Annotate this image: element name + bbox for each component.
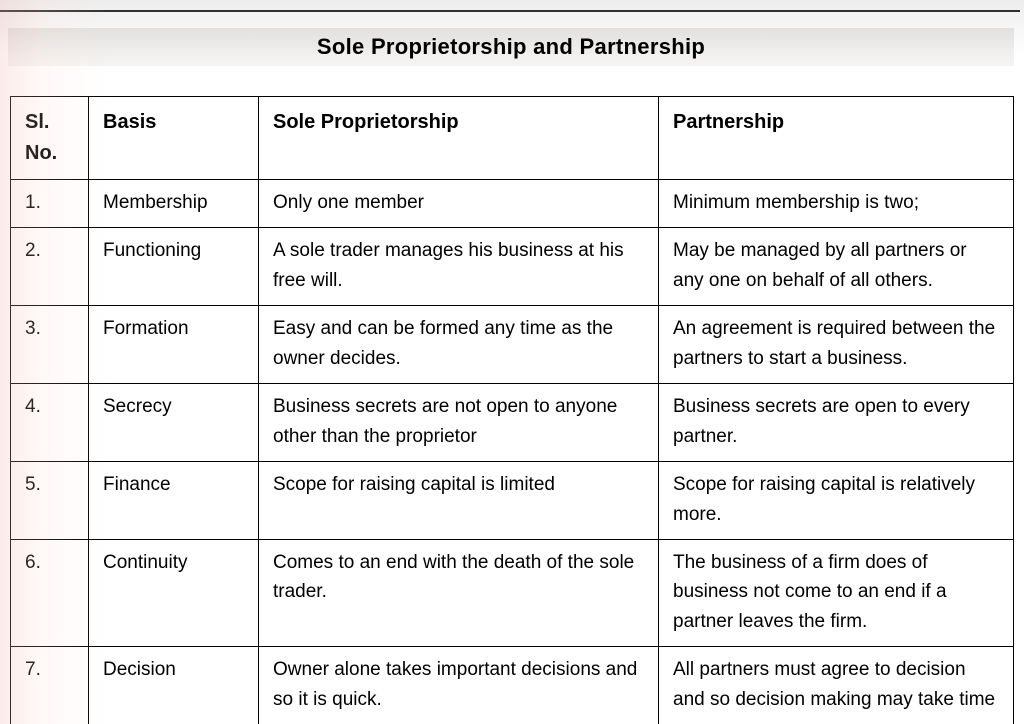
comparison-table-wrap: Sl. No. Basis Sole Proprietorship Partne… (10, 96, 1014, 724)
cell-part: Minimum membership is two; (659, 180, 1014, 228)
cell-basis: Continuity (89, 539, 259, 646)
cell-basis: Secrecy (89, 384, 259, 462)
table-row: 4. Secrecy Business secrets are not open… (11, 384, 1014, 462)
table-row: 6. Continuity Comes to an end with the d… (11, 539, 1014, 646)
cell-basis: Formation (89, 306, 259, 384)
col-header-sl: Sl. No. (11, 97, 89, 180)
cell-sl: 5. (11, 462, 89, 540)
cell-basis: Decision (89, 647, 259, 724)
col-header-sole: Sole Proprietorship (259, 97, 659, 180)
table-row: 3. Formation Easy and can be formed any … (11, 306, 1014, 384)
cell-basis: Membership (89, 180, 259, 228)
col-header-basis: Basis (89, 97, 259, 180)
page-title: Sole Proprietorship and Partnership (317, 34, 705, 60)
comparison-table: Sl. No. Basis Sole Proprietorship Partne… (10, 96, 1014, 724)
cell-sl: 4. (11, 384, 89, 462)
cell-sl: 2. (11, 228, 89, 306)
table-row: 7. Decision Owner alone takes important … (11, 647, 1014, 724)
cell-sl: 3. (11, 306, 89, 384)
table-row: 2. Functioning A sole trader manages his… (11, 228, 1014, 306)
cell-part: Business secrets are open to every partn… (659, 384, 1014, 462)
page: Sole Proprietorship and Partnership Sl. … (0, 0, 1024, 724)
cell-sl: 1. (11, 180, 89, 228)
top-rule (0, 10, 1020, 12)
cell-sole: Business secrets are not open to anyone … (259, 384, 659, 462)
cell-part: Scope for raising capital is relatively … (659, 462, 1014, 540)
cell-basis: Finance (89, 462, 259, 540)
cell-sole: Comes to an end with the death of the so… (259, 539, 659, 646)
cell-sl: 7. (11, 647, 89, 724)
cell-sole: Scope for raising capital is limited (259, 462, 659, 540)
cell-sole: Owner alone takes important decisions an… (259, 647, 659, 724)
cell-part: An agreement is required between the par… (659, 306, 1014, 384)
title-band: Sole Proprietorship and Partnership (8, 28, 1014, 66)
cell-sl: 6. (11, 539, 89, 646)
table-row: 5. Finance Scope for raising capital is … (11, 462, 1014, 540)
cell-part: All partners must agree to decision and … (659, 647, 1014, 724)
cell-part: May be managed by all partners or any on… (659, 228, 1014, 306)
cell-sole: Only one member (259, 180, 659, 228)
table-row: 1. Membership Only one member Minimum me… (11, 180, 1014, 228)
cell-part: The business of a firm does of business … (659, 539, 1014, 646)
table-header-row: Sl. No. Basis Sole Proprietorship Partne… (11, 97, 1014, 180)
col-header-part: Partnership (659, 97, 1014, 180)
cell-sole: Easy and can be formed any time as the o… (259, 306, 659, 384)
cell-basis: Functioning (89, 228, 259, 306)
cell-sole: A sole trader manages his business at hi… (259, 228, 659, 306)
